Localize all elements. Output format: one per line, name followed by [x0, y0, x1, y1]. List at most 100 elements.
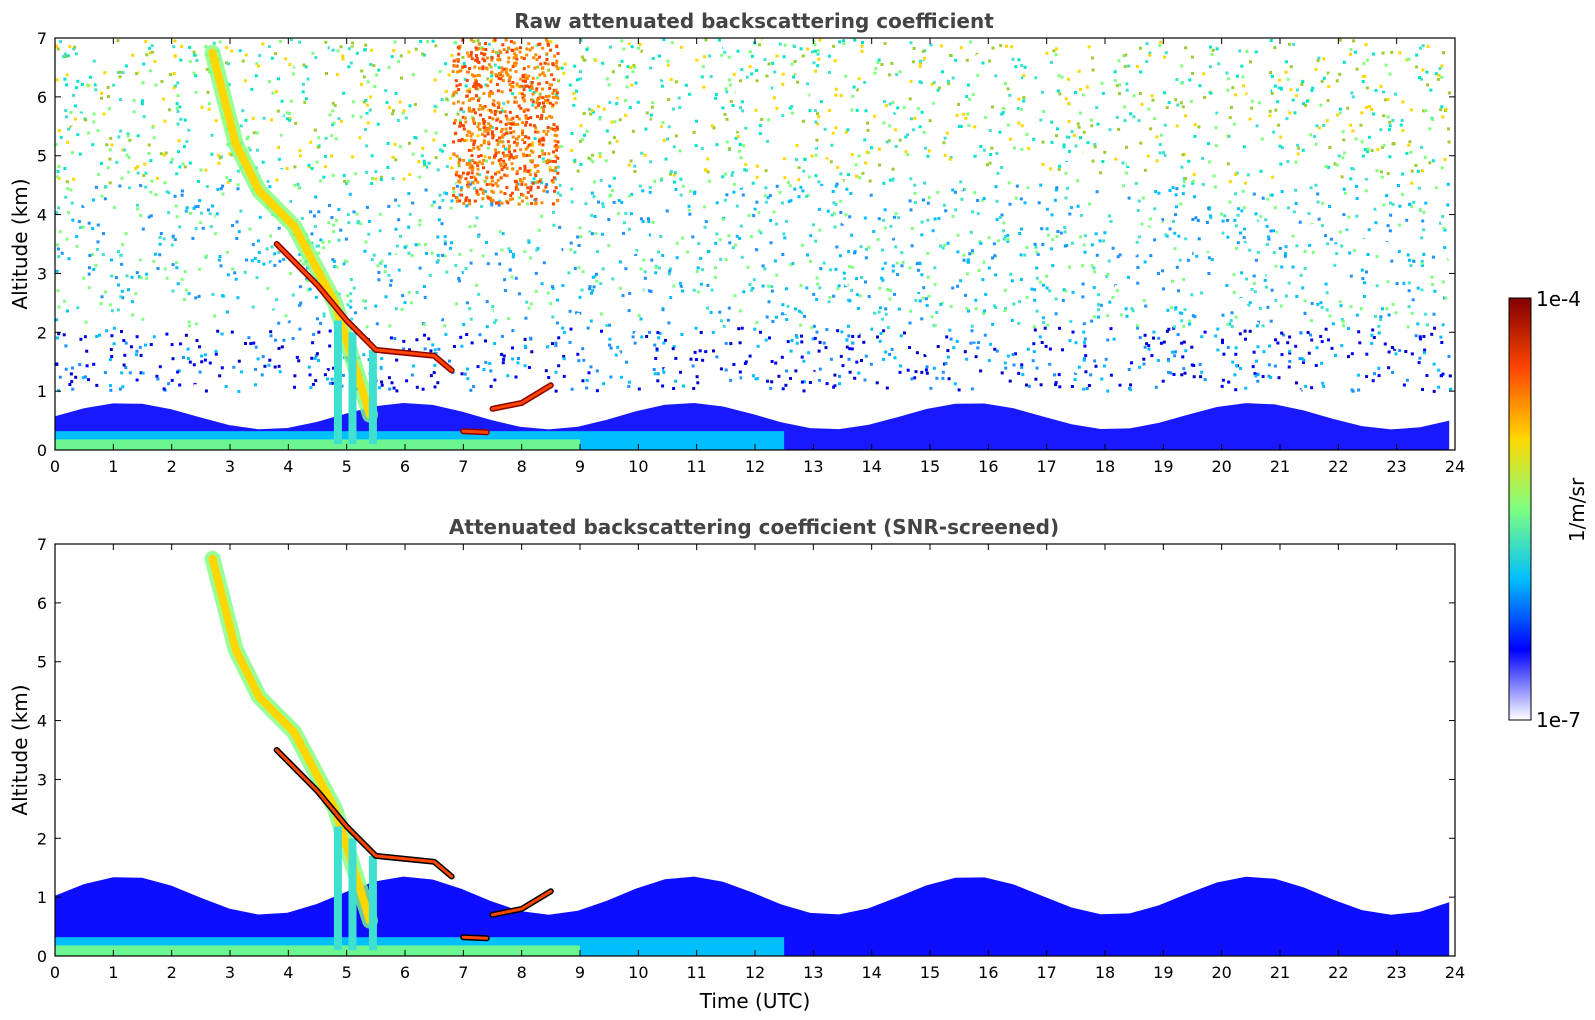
x-tick-label: 20 — [1211, 963, 1231, 982]
cloud-layer-core — [491, 383, 553, 411]
noise-field — [55, 38, 1453, 393]
raw-y-axis-label: Altitude (km) — [8, 178, 32, 309]
y-tick-label: 2 — [37, 323, 47, 342]
screened-x-ticks: 0 1 2 3 4 5 6 7 8 9 10 11 12 13 14 15 16 17 18 19 20 21 22 23 24 — [50, 544, 1465, 982]
x-tick-label: 5 — [342, 457, 352, 476]
y-tick-label: 4 — [37, 712, 47, 731]
colorbar-gradient — [1508, 297, 1532, 721]
x-tick-label: 3 — [225, 963, 235, 982]
x-tick-label: 0 — [50, 963, 60, 982]
x-tick-label: 1 — [108, 457, 118, 476]
x-tick-label: 0 — [50, 457, 60, 476]
screened-y-ticks: 0 1 2 3 4 5 6 7 — [37, 535, 1455, 966]
fall-streak — [333, 826, 342, 951]
x-tick-label: 13 — [803, 457, 823, 476]
x-tick-label: 24 — [1445, 963, 1465, 982]
x-tick-label: 16 — [978, 963, 998, 982]
screened-backscatter-panel: Attenuated backscattering coefficient (S… — [8, 515, 1465, 1013]
x-tick-label: 8 — [517, 963, 527, 982]
screened-y-axis-label: Altitude (km) — [8, 684, 32, 815]
x-tick-label: 23 — [1386, 963, 1406, 982]
x-tick-label: 23 — [1386, 457, 1406, 476]
x-tick-label: 12 — [745, 457, 765, 476]
boundary-layer — [55, 876, 1450, 956]
x-tick-label: 11 — [686, 457, 706, 476]
x-tick-label: 6 — [400, 963, 410, 982]
y-tick-label: 3 — [37, 770, 47, 789]
fall-streak — [348, 332, 357, 445]
colorbar-max-label: 1e-4 — [1536, 287, 1581, 311]
x-tick-label: 15 — [920, 963, 940, 982]
x-tick-label: 9 — [575, 963, 585, 982]
x-tick-label: 5 — [342, 963, 352, 982]
x-tick-label: 19 — [1153, 963, 1173, 982]
x-tick-label: 18 — [1095, 457, 1115, 476]
x-tick-label: 22 — [1328, 963, 1348, 982]
x-tick-label: 13 — [803, 963, 823, 982]
y-tick-label: 3 — [37, 264, 47, 283]
x-tick-label: 1 — [108, 963, 118, 982]
y-tick-label: 5 — [37, 147, 47, 166]
x-tick-label: 21 — [1270, 963, 1290, 982]
x-tick-label: 22 — [1328, 457, 1348, 476]
raw-x-ticks: 0 1 2 3 4 5 6 7 8 9 10 11 12 13 14 15 16 17 18 19 20 21 22 23 24 — [50, 38, 1465, 476]
y-tick-label: 4 — [37, 206, 47, 225]
x-tick-label: 4 — [283, 963, 293, 982]
x-tick-label: 4 — [283, 457, 293, 476]
x-tick-label: 18 — [1095, 963, 1115, 982]
x-tick-label: 12 — [745, 963, 765, 982]
fall-streak — [348, 838, 357, 951]
y-tick-label: 0 — [37, 441, 47, 460]
fall-streak — [368, 349, 377, 445]
x-tick-label: 20 — [1211, 457, 1231, 476]
y-tick-label: 2 — [37, 829, 47, 848]
x-tick-label: 7 — [458, 457, 468, 476]
cloud-layer-core — [275, 242, 454, 372]
x-tick-label: 16 — [978, 457, 998, 476]
x-tick-label: 19 — [1153, 457, 1173, 476]
cloud-layer-core — [491, 889, 553, 917]
x-tick-label: 8 — [517, 457, 527, 476]
y-tick-label: 7 — [37, 535, 47, 554]
fall-streak — [368, 855, 377, 951]
boundary-layer-surface — [55, 439, 580, 450]
screened-panel-title: Attenuated backscattering coefficient (S… — [449, 515, 1059, 539]
x-tick-label: 17 — [1036, 457, 1056, 476]
x-tick-label: 6 — [400, 457, 410, 476]
y-tick-label: 6 — [37, 88, 47, 107]
colorbar-min-label: 1e-7 — [1536, 708, 1581, 732]
raw-y-ticks: 0 1 2 3 4 5 6 7 — [37, 29, 1455, 460]
x-tick-label: 11 — [686, 963, 706, 982]
raw-heatmap — [55, 38, 1453, 450]
x-tick-label: 15 — [920, 457, 940, 476]
y-tick-label: 6 — [37, 594, 47, 613]
raw-panel-title: Raw attenuated backscattering coefficien… — [514, 9, 994, 33]
raw-plot-area — [55, 38, 1455, 450]
x-tick-label: 10 — [628, 963, 648, 982]
colorbar: 1e-4 1e-7 1/m/sr — [1508, 287, 1589, 732]
colorbar-unit-label: 1/m/sr — [1565, 477, 1589, 542]
x-tick-label: 24 — [1445, 457, 1465, 476]
cloud-layer-core — [461, 429, 489, 434]
x-tick-label: 10 — [628, 457, 648, 476]
y-tick-label: 7 — [37, 29, 47, 48]
screened-heatmap — [55, 550, 1450, 956]
boundary-layer-surface — [55, 945, 580, 956]
y-tick-label: 0 — [37, 947, 47, 966]
fall-streak — [333, 320, 342, 445]
x-tick-label: 21 — [1270, 457, 1290, 476]
x-axis-label: Time (UTC) — [699, 989, 811, 1013]
x-tick-label: 14 — [861, 457, 881, 476]
raw-backscatter-panel: Raw attenuated backscattering coefficien… — [8, 9, 1465, 476]
y-tick-label: 5 — [37, 653, 47, 672]
x-tick-label: 9 — [575, 457, 585, 476]
x-tick-label: 3 — [225, 457, 235, 476]
cloud-layer-core — [275, 748, 454, 878]
x-tick-label: 7 — [458, 963, 468, 982]
y-tick-label: 1 — [37, 888, 47, 907]
x-tick-label: 2 — [167, 963, 177, 982]
x-tick-label: 14 — [861, 963, 881, 982]
y-tick-label: 1 — [37, 382, 47, 401]
x-tick-label: 2 — [167, 457, 177, 476]
